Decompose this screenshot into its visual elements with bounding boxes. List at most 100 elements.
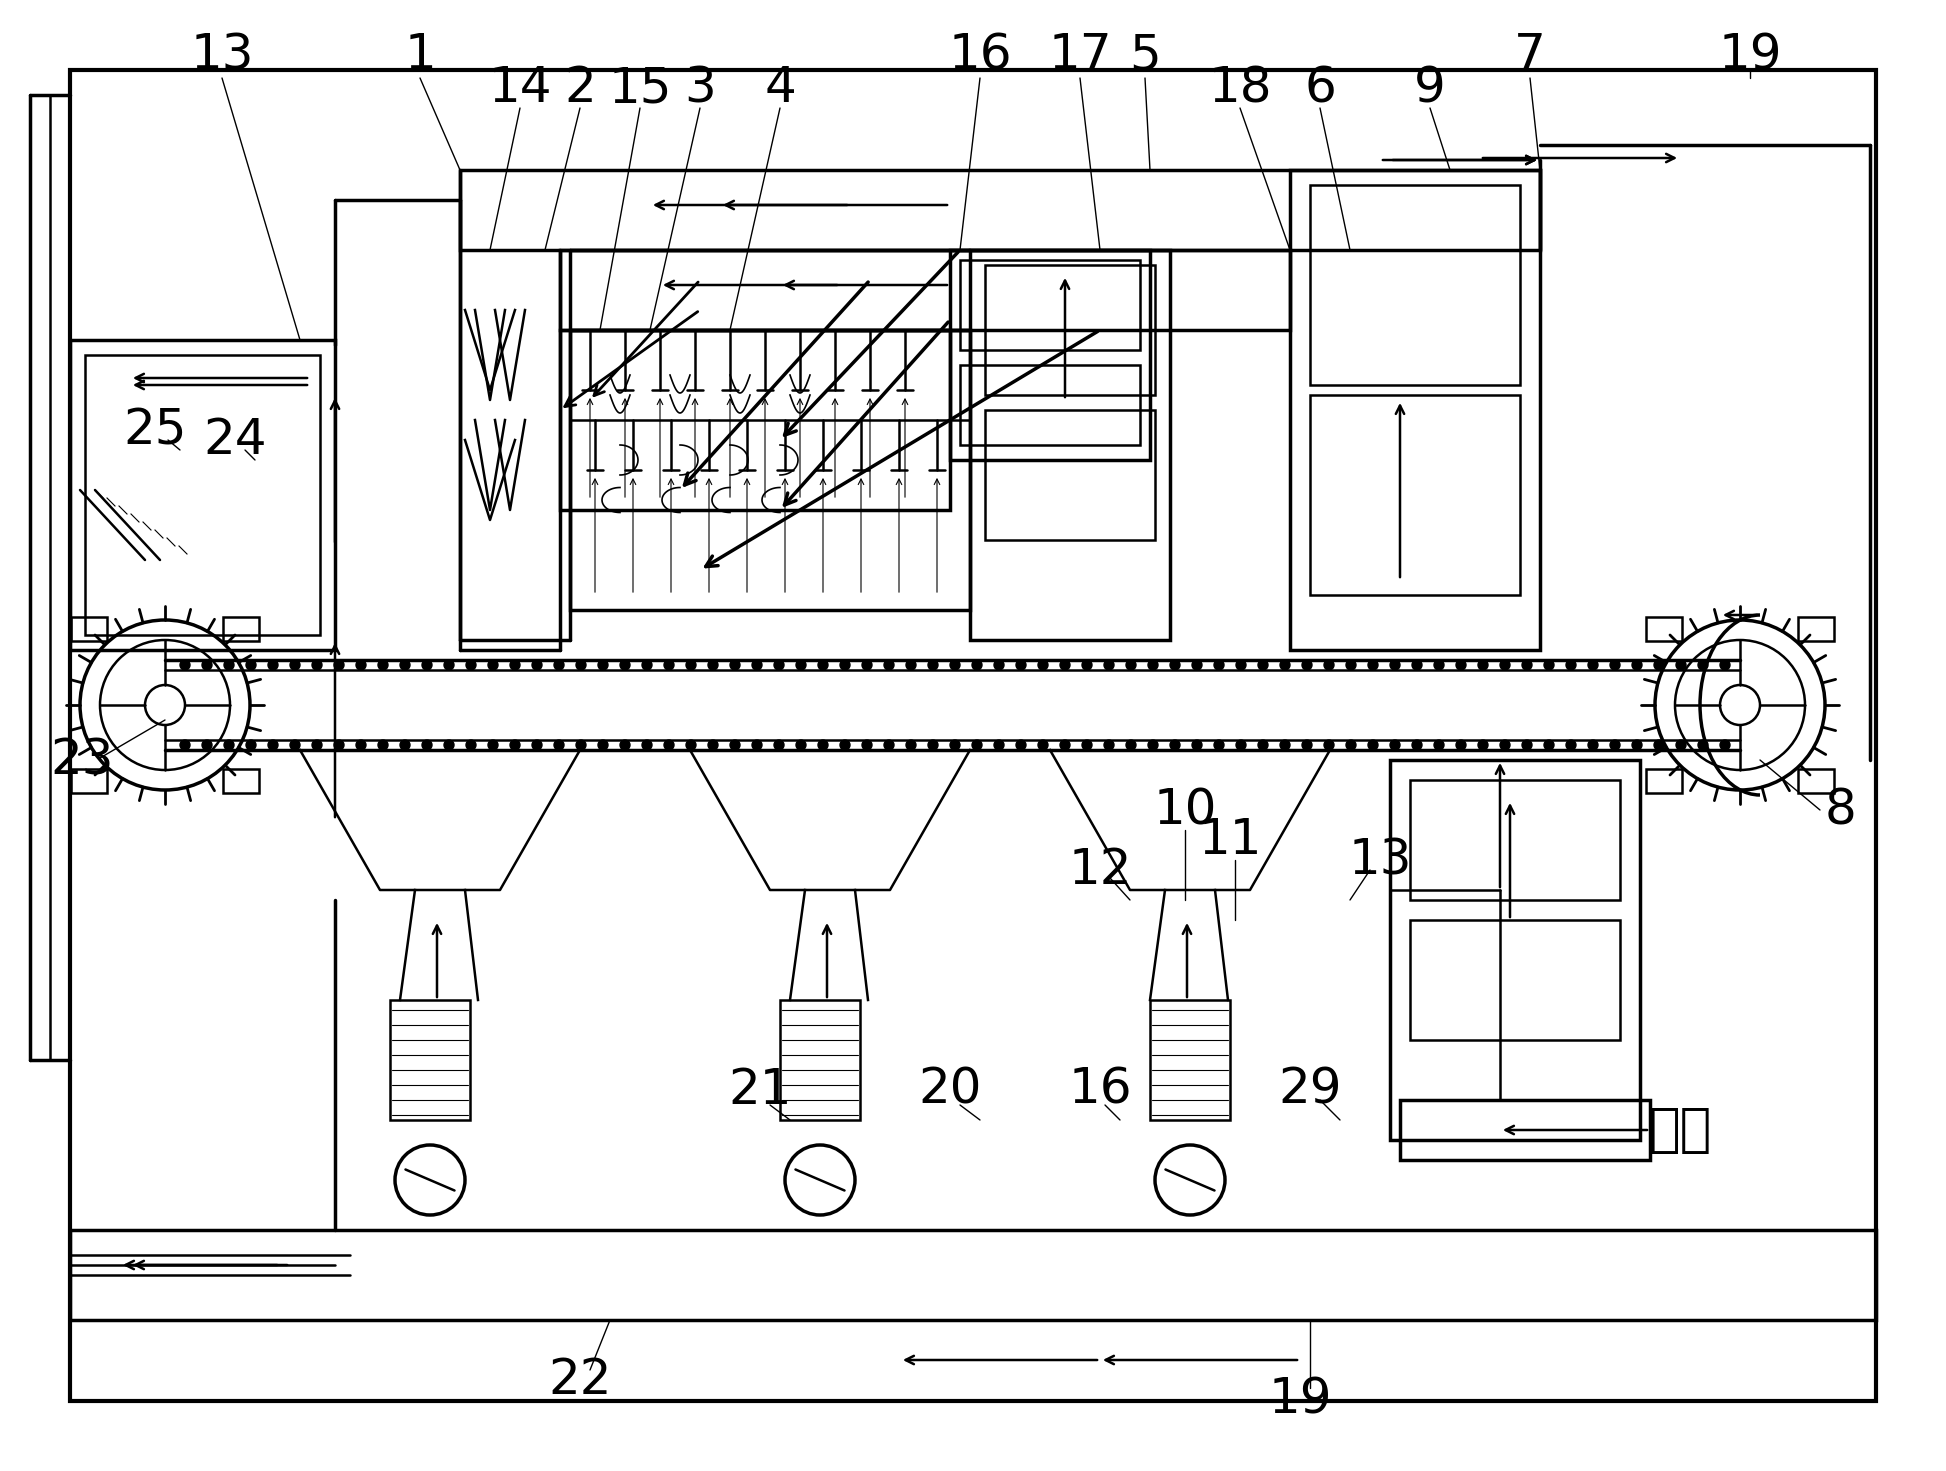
Circle shape [621,740,631,750]
Circle shape [576,660,586,669]
Bar [72,618,107,641]
Circle shape [1127,660,1136,669]
Circle shape [1016,660,1026,669]
Circle shape [1676,740,1685,750]
Circle shape [950,660,959,669]
Text: 空气: 空气 [1648,1105,1712,1156]
Circle shape [179,740,191,750]
Text: 18: 18 [1208,65,1273,112]
Circle shape [335,660,344,669]
Circle shape [841,660,850,669]
Circle shape [1633,660,1642,669]
Circle shape [488,660,498,669]
Circle shape [971,660,983,669]
Text: 1: 1 [405,31,436,79]
Circle shape [290,660,300,669]
Circle shape [1434,740,1444,750]
Circle shape [1016,740,1026,750]
Text: 9: 9 [1415,65,1446,112]
Circle shape [531,740,543,750]
Circle shape [311,660,321,669]
Circle shape [907,660,917,669]
Circle shape [1148,740,1158,750]
Circle shape [1127,740,1136,750]
Bar [1411,780,1619,900]
Circle shape [796,660,806,669]
Text: 29: 29 [1279,1066,1341,1114]
Circle shape [950,740,959,750]
Circle shape [775,660,784,669]
Circle shape [664,740,673,750]
Circle shape [1567,660,1576,669]
Circle shape [555,660,564,669]
Circle shape [401,660,411,669]
Circle shape [1236,660,1245,669]
Circle shape [465,660,477,669]
Circle shape [1082,740,1092,750]
Bar [780,1000,860,1119]
Circle shape [1522,660,1532,669]
Text: 20: 20 [919,1066,981,1114]
Circle shape [817,740,827,750]
Circle shape [775,740,784,750]
Circle shape [290,740,300,750]
Circle shape [356,740,366,750]
Circle shape [576,740,586,750]
Circle shape [1103,740,1113,750]
Circle shape [202,740,212,750]
Circle shape [1699,660,1709,669]
Circle shape [1654,740,1664,750]
Circle shape [422,740,432,750]
Circle shape [1302,660,1312,669]
Text: 13: 13 [191,31,253,79]
Bar [1411,919,1619,1040]
Circle shape [994,740,1004,750]
Circle shape [1082,660,1092,669]
Circle shape [642,740,652,750]
Circle shape [422,660,432,669]
Circle shape [1323,660,1335,669]
Circle shape [708,740,718,750]
Text: 19: 19 [1718,31,1783,79]
Bar [560,330,950,510]
Text: 10: 10 [1154,786,1216,834]
Text: 15: 15 [609,65,671,112]
Circle shape [1434,660,1444,669]
Circle shape [488,740,498,750]
Circle shape [1302,740,1312,750]
Text: 17: 17 [1049,31,1111,79]
Bar [70,1230,1876,1319]
Circle shape [465,740,477,750]
Circle shape [971,740,983,750]
Text: 14: 14 [488,65,553,112]
Circle shape [1543,660,1555,669]
Circle shape [1037,740,1049,750]
Text: 21: 21 [728,1066,792,1114]
Circle shape [1676,660,1685,669]
Circle shape [1389,660,1399,669]
Circle shape [1389,740,1399,750]
Circle shape [597,660,607,669]
Bar [1399,1100,1650,1161]
Circle shape [1214,740,1224,750]
Circle shape [862,660,872,669]
Text: 11: 11 [1199,816,1261,863]
Text: 12: 12 [1068,846,1133,894]
Circle shape [730,740,739,750]
Circle shape [751,740,763,750]
Text: 24: 24 [202,416,267,463]
Circle shape [510,660,520,669]
Text: 16: 16 [1068,1066,1133,1114]
Circle shape [597,740,607,750]
Circle shape [1456,660,1465,669]
Circle shape [730,660,739,669]
Circle shape [1699,740,1709,750]
Circle shape [687,740,697,750]
Bar [1798,618,1833,641]
Text: 13: 13 [1349,836,1411,884]
Circle shape [1543,740,1555,750]
Circle shape [1479,660,1489,669]
Bar [1798,769,1833,793]
Circle shape [1456,740,1465,750]
Circle shape [621,660,631,669]
